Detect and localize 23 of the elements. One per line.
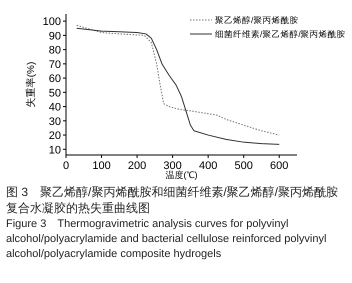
caption: 图 3 聚乙烯醇/聚丙烯酰胺和细菌纤维素/聚乙烯醇/聚丙烯酰胺复合水凝胶的热失重曲线图 (6, 184, 340, 216)
y-tick-label: 70 (48, 58, 61, 71)
legend-label: 聚乙烯醇/聚丙烯酰胺 (215, 15, 298, 25)
y-tick-label: 60 (48, 73, 61, 86)
y-tick-label: 30 (48, 116, 61, 128)
x-tick-label: 100 (92, 160, 111, 172)
x-tick-label: 400 (198, 160, 218, 172)
y-tick-label: 40 (48, 102, 61, 114)
y-tick-label: 20 (48, 130, 61, 142)
x-tick-label: 600 (270, 160, 288, 172)
x-axis-title: 温度(℃) (166, 170, 198, 180)
y-tick-label: 50 (48, 87, 61, 100)
caption: Figure 3 Thermogravimetric analysis curves for polyvinyl alcohol/polyacrylamide and bacterial cellulose reinforced polyvinyl alcohol/polyacrylamide composite hydrogels (6, 217, 328, 262)
x-tick-label: 500 (234, 160, 253, 172)
y-tick-label: 10 (48, 144, 61, 156)
legend-label: 细菌纤维素/聚乙烯醇/聚丙烯酰胺 (215, 29, 346, 39)
y-tick-label: 100 (42, 16, 61, 28)
y-axis-title: 失重率(%) (25, 62, 37, 108)
y-tick-label: 80 (48, 44, 61, 57)
x-tick-label: 0 (62, 160, 70, 172)
x-tick-label: 200 (128, 160, 146, 172)
y-tick-label: 90 (48, 30, 61, 42)
x-tick-label: 300 (163, 160, 182, 172)
